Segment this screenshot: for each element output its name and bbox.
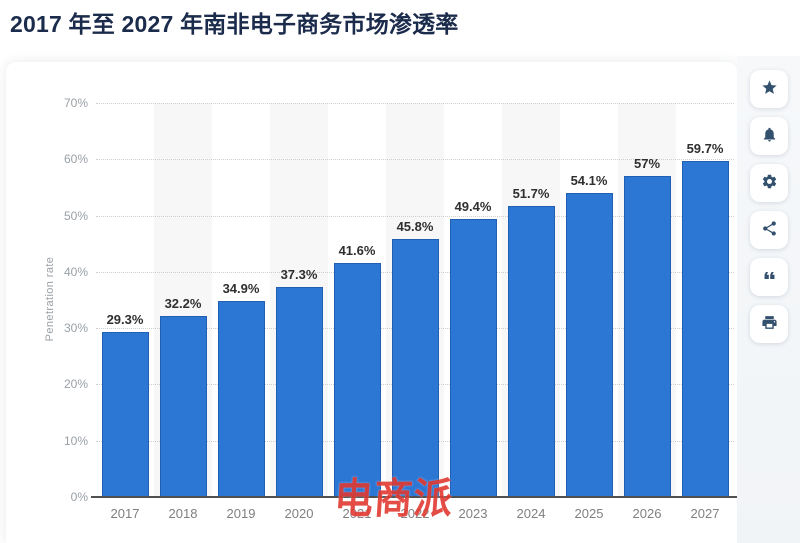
y-tick-label: 50% bbox=[63, 208, 88, 223]
bar-value-label: 51.7% bbox=[512, 186, 550, 202]
x-tick-label: 2024 bbox=[516, 506, 546, 521]
y-tick-label: 40% bbox=[63, 264, 88, 279]
chart-panel: Penetration rate 29.3% 32.2% 34.9% 37.3% 41.… bbox=[6, 62, 737, 543]
print-button[interactable] bbox=[750, 305, 788, 343]
bar-2024[interactable] bbox=[507, 206, 555, 497]
x-tick-label: 2026 bbox=[632, 506, 662, 521]
bar-value-label: 45.8% bbox=[396, 219, 434, 235]
quote-icon bbox=[761, 267, 778, 287]
notifications-button[interactable] bbox=[750, 117, 788, 155]
bar-value-label: 49.4% bbox=[454, 198, 492, 214]
y-tick-label: 10% bbox=[63, 433, 88, 448]
x-tick-label: 2022 bbox=[400, 506, 430, 521]
side-toolbar bbox=[737, 56, 800, 543]
bar-2022[interactable] bbox=[391, 239, 439, 497]
y-tick-label: 60% bbox=[63, 152, 88, 167]
x-tick-label: 2020 bbox=[284, 506, 314, 521]
bar-value-label: 59.7% bbox=[686, 140, 724, 156]
bar-2018[interactable] bbox=[159, 315, 207, 497]
x-tick-label: 2018 bbox=[168, 506, 198, 521]
share-icon bbox=[761, 220, 778, 240]
gridline bbox=[96, 103, 734, 104]
bar-2017[interactable] bbox=[101, 332, 149, 497]
x-tick-label: 2025 bbox=[574, 506, 604, 521]
y-tick-label: 70% bbox=[63, 96, 88, 110]
gear-icon bbox=[761, 173, 778, 193]
printer-icon bbox=[761, 314, 778, 334]
page-title: 2017 年至 2027 年南非电子商务市场渗透率 bbox=[10, 11, 459, 37]
star-icon bbox=[761, 79, 778, 99]
bar-value-label: 54.1% bbox=[570, 172, 608, 188]
bar-2019[interactable] bbox=[217, 300, 265, 497]
watermark-logo: 电商派 bbox=[332, 475, 455, 522]
x-axis-line bbox=[91, 496, 737, 498]
bar-2021[interactable] bbox=[333, 262, 381, 497]
x-tick-label: 2021 bbox=[342, 506, 372, 521]
share-button[interactable] bbox=[750, 211, 788, 249]
x-tick-label: 2017 bbox=[110, 506, 140, 521]
y-tick-label: 30% bbox=[63, 321, 88, 336]
bell-icon bbox=[761, 126, 778, 146]
x-tick-label: 2019 bbox=[226, 506, 256, 521]
plot-area: 29.3% 32.2% 34.9% 37.3% 41.6% 45.8% 49.4% 51.7%… bbox=[91, 103, 737, 498]
y-tick-label: 0% bbox=[70, 490, 88, 504]
bar-value-label: 29.3% bbox=[106, 312, 144, 328]
gridline bbox=[96, 215, 734, 217]
bar-value-label: 57% bbox=[633, 156, 661, 172]
bar-value-label: 34.9% bbox=[222, 280, 260, 296]
settings-button[interactable] bbox=[750, 164, 788, 202]
gridline bbox=[96, 159, 734, 161]
bar-2023[interactable] bbox=[449, 218, 497, 497]
cite-button[interactable] bbox=[750, 258, 788, 296]
bar-2027[interactable] bbox=[681, 160, 729, 497]
bar-2020[interactable] bbox=[275, 287, 323, 497]
bar-2025[interactable] bbox=[565, 192, 613, 497]
bar-value-label: 41.6% bbox=[338, 242, 376, 258]
bar-2026[interactable] bbox=[623, 176, 671, 497]
favorite-button[interactable] bbox=[750, 70, 788, 108]
bar-value-label: 32.2% bbox=[164, 295, 202, 311]
y-axis-title: Penetration rate bbox=[44, 256, 56, 342]
x-tick-label: 2027 bbox=[690, 506, 720, 521]
bar-value-label: 37.3% bbox=[280, 267, 318, 283]
x-tick-label: 2023 bbox=[458, 506, 488, 521]
y-tick-label: 20% bbox=[63, 377, 88, 392]
